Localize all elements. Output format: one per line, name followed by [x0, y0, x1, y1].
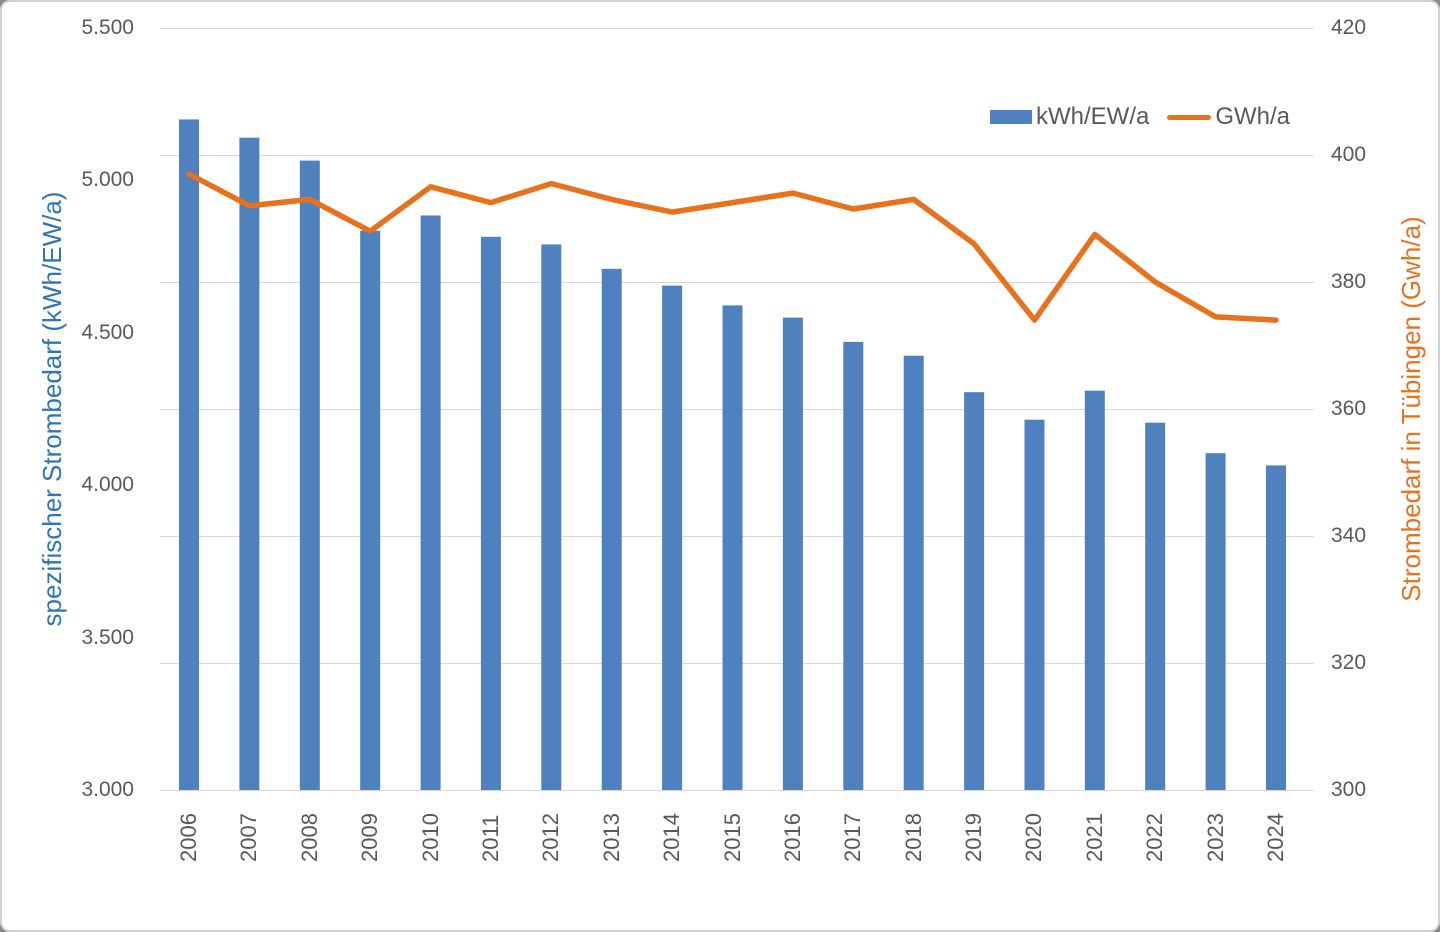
- bar-2014: [662, 285, 683, 790]
- x-axis-tick: 2015: [720, 813, 745, 862]
- x-axis-tick: 2018: [901, 813, 926, 862]
- bar-2018: [903, 355, 924, 790]
- x-axis-tick: 2017: [840, 813, 865, 862]
- right-axis-tick: 360: [1331, 397, 1367, 420]
- x-axis-tick: 2019: [961, 813, 986, 862]
- left-axis-tick: 4.000: [81, 473, 134, 496]
- x-axis-tick: 2023: [1203, 813, 1228, 862]
- bar-2016: [782, 317, 803, 790]
- bar-2009: [360, 230, 381, 790]
- left-axis-tick: 3.500: [81, 626, 134, 649]
- bar-2011: [480, 236, 501, 791]
- left-axis-tick: 5.000: [81, 168, 134, 191]
- left-axis-tick: 3.000: [81, 778, 134, 801]
- bar-2006: [179, 119, 199, 790]
- right-axis-tick: 420: [1331, 16, 1367, 39]
- x-axis-tick: 2007: [236, 813, 261, 862]
- right-axis-tick: 380: [1331, 270, 1367, 293]
- x-axis-tick: 2024: [1263, 813, 1288, 862]
- x-axis-tick: 2011: [478, 814, 503, 862]
- bar-2023: [1205, 453, 1226, 790]
- x-axis-tick: 2009: [357, 813, 382, 862]
- right-axis-tick: 340: [1331, 524, 1367, 547]
- legend-item-line-series: GWh/a: [1167, 103, 1290, 131]
- bar-2008: [299, 160, 320, 791]
- x-axis-tick: 2020: [1021, 813, 1046, 862]
- right-axis-title: Strombedarf in Tübingen (Gwh/a): [1396, 216, 1426, 602]
- legend-label-bar: kWh/EW/a: [1036, 103, 1150, 130]
- legend-label-line: GWh/a: [1215, 103, 1291, 130]
- left-axis-title: spezifischer Strombedarf (kWh/EW/a): [37, 191, 67, 627]
- x-axis-tick: 2014: [659, 813, 684, 862]
- x-axis-tick: 2010: [418, 813, 443, 862]
- bar-2012: [541, 244, 562, 790]
- x-axis-tick: 2022: [1142, 813, 1167, 862]
- x-axis-tick: 2006: [176, 813, 201, 862]
- x-axis-tick: 2021: [1082, 813, 1107, 862]
- x-axis-tick: 2008: [297, 813, 322, 862]
- bar-2015: [722, 305, 743, 790]
- legend-item-bar-series: kWh/EW/a: [990, 103, 1149, 131]
- legend: kWh/EW/a GWh/a: [990, 103, 1290, 131]
- bar-2021: [1084, 390, 1105, 790]
- bar-2007: [239, 137, 260, 790]
- x-axis-tick: 2016: [780, 813, 805, 862]
- x-axis-tick: 2012: [538, 813, 563, 862]
- left-axis-tick: 5.500: [81, 16, 134, 39]
- bar-2019: [964, 392, 985, 790]
- bar-2020: [1024, 419, 1045, 790]
- bar-2010: [420, 215, 441, 790]
- bar-2013: [601, 268, 622, 790]
- right-axis-tick: 320: [1331, 651, 1367, 674]
- line-series: [186, 171, 1279, 323]
- right-axis-tick: 400: [1331, 143, 1367, 166]
- bar-2022: [1145, 422, 1166, 790]
- bar-2024: [1266, 465, 1286, 790]
- right-axis-tick: 300: [1331, 778, 1367, 801]
- x-axis-tick: 2013: [599, 813, 624, 862]
- line-series-swatch-icon: [1167, 114, 1212, 120]
- left-axis-tick: 4.500: [81, 321, 134, 344]
- bar-2017: [843, 341, 864, 790]
- bar-series-swatch-icon: [990, 110, 1032, 124]
